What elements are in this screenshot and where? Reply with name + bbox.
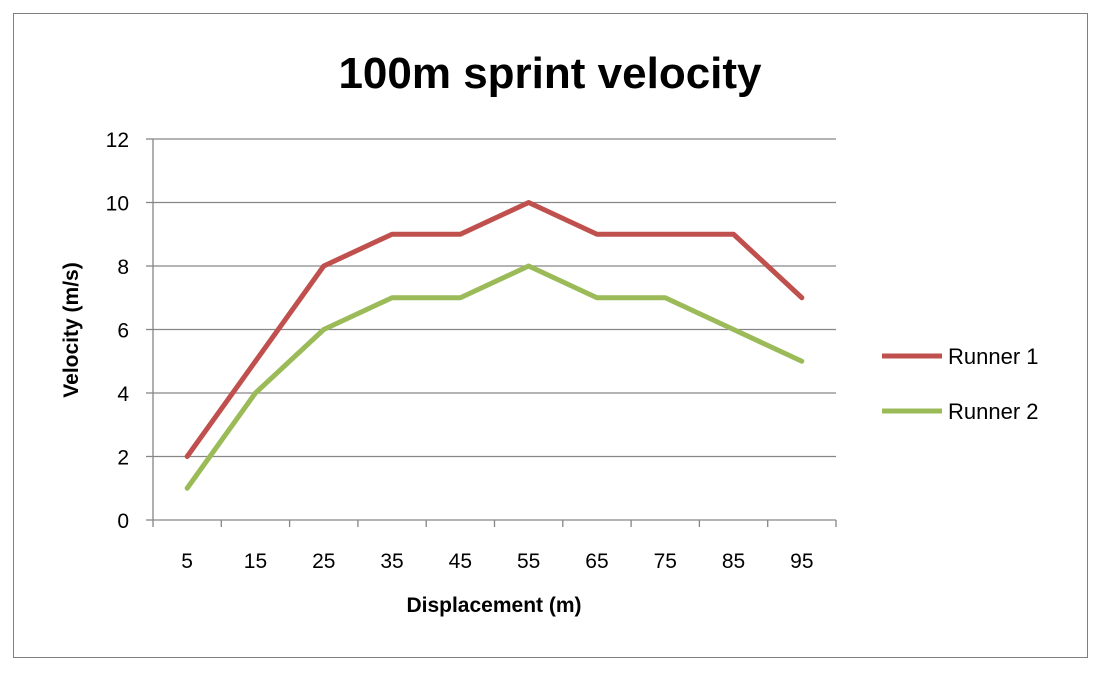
data-point [390, 296, 394, 300]
data-point [663, 232, 667, 236]
data-point [458, 296, 462, 300]
x-tick-label: 55 [517, 550, 540, 573]
y-tick-label: 10 [106, 193, 129, 216]
gridlines [153, 138, 836, 458]
data-point [527, 264, 531, 268]
y-tick-label: 4 [117, 383, 129, 406]
series-line-1 [184, 200, 805, 459]
x-tick-label: 15 [244, 550, 267, 573]
legend-label: Runner 2 [948, 399, 1039, 424]
x-tick-label: 35 [380, 550, 403, 573]
data-point [458, 232, 462, 236]
x-axis-ticks: 5 15 25 35 45 55 65 75 85 95 [152, 520, 837, 573]
data-point [595, 296, 599, 300]
series-lines [184, 200, 805, 491]
x-tick-label: 95 [790, 550, 813, 573]
data-point [800, 359, 804, 363]
data-point [732, 328, 736, 331]
y-axis-ticks: 0 2 4 6 8 10 12 [106, 129, 153, 533]
x-tick-label: 85 [722, 550, 745, 573]
x-tick-label: 45 [449, 550, 472, 573]
chart-title: 100m sprint velocity [338, 49, 762, 98]
x-tick-label: 5 [181, 550, 193, 573]
y-tick-label: 2 [117, 447, 129, 470]
data-point [185, 455, 189, 458]
data-point [663, 296, 667, 300]
y-tick-label: 6 [117, 320, 129, 343]
data-point [253, 359, 257, 363]
y-axis-label: Velocity (m/s) [60, 262, 83, 397]
data-point [800, 296, 804, 300]
x-tick-label: 75 [654, 550, 677, 573]
legend: Runner 1 Runner 2 [882, 344, 1039, 424]
y-tick-label: 12 [106, 129, 129, 152]
data-point [732, 232, 736, 236]
series-line-2 [184, 263, 805, 491]
data-point [253, 391, 257, 395]
x-tick-label: 65 [585, 550, 608, 573]
y-tick-label: 0 [117, 510, 129, 533]
data-point [322, 328, 326, 331]
chart-frame [13, 13, 1088, 658]
data-point [527, 201, 531, 204]
legend-label: Runner 1 [948, 344, 1039, 369]
data-point [390, 232, 394, 236]
x-axis-label: Displacement (m) [406, 594, 581, 617]
y-tick-label: 8 [117, 256, 129, 279]
data-point [595, 232, 599, 236]
data-point [322, 264, 326, 268]
data-point [185, 486, 189, 490]
x-tick-label: 25 [312, 550, 335, 573]
